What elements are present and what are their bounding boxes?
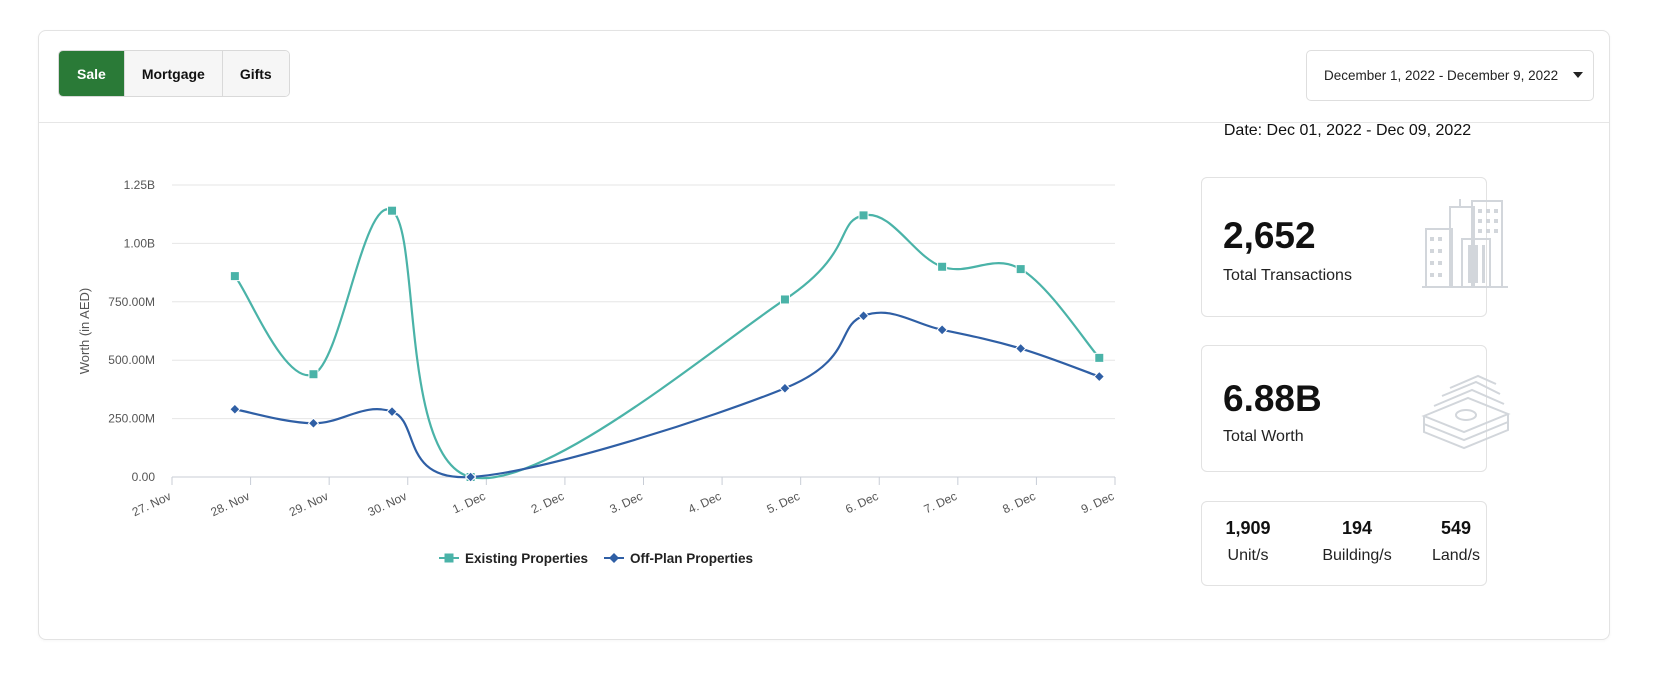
y-tick-label: 750.00M — [108, 295, 155, 309]
buildings-label: Building/s — [1322, 547, 1392, 564]
date-range-picker[interactable]: December 1, 2022 - December 9, 2022 — [1306, 50, 1594, 101]
worth-line-chart: 0.00 250.00M 500.00M 750.00M 1.00B 1.25B 27. N… — [77, 178, 1116, 566]
total-worth-value: 6.88B — [1223, 378, 1322, 419]
data-point-offplan — [229, 403, 241, 415]
card-header: Sale Mortgage Gifts December 1, 2022 - D… — [39, 31, 1609, 123]
x-tick-label: 5. Dec — [765, 489, 802, 516]
buildings-stat: 194 Building/s — [1312, 518, 1402, 565]
data-point-offplan — [1093, 370, 1105, 383]
legend-label[interactable]: Existing Properties — [465, 551, 588, 566]
worth-card: 6.88B Total Worth — [1201, 345, 1511, 472]
transactions-card: 2,652 Total Transactions — [1201, 177, 1508, 317]
data-point-offplan — [464, 471, 477, 483]
data-point-existing — [1015, 264, 1026, 275]
x-tick-label: 7. Dec — [922, 489, 959, 516]
tab-mortgage[interactable]: Mortgage — [124, 51, 223, 96]
date-range-label: December 1, 2022 - December 9, 2022 — [1324, 68, 1559, 83]
series-line-offplan — [234, 311, 1100, 479]
x-tick-label: 4. Dec — [686, 489, 723, 516]
data-point-existing — [937, 261, 948, 272]
data-point-existing — [308, 369, 319, 380]
data-point-existing — [1094, 352, 1105, 363]
breakdown-card: 1,909 Unit/s 194 Building/s 549 Land/s — [1201, 501, 1487, 586]
data-point-offplan — [857, 310, 870, 322]
data-point-existing — [387, 205, 398, 216]
units-value: 1,909 — [1225, 518, 1271, 538]
legend-label[interactable]: Off-Plan Properties — [630, 551, 753, 566]
money-stack-icon — [1421, 374, 1511, 450]
y-axis-title: Worth (in AED) — [77, 288, 92, 374]
tab-sale[interactable]: Sale — [59, 51, 125, 96]
total-worth-label: Total Worth — [1223, 428, 1304, 445]
units-label: Unit/s — [1227, 547, 1269, 564]
summary-date-label: Date: Dec 01, 2022 - Dec 09, 2022 — [1223, 122, 1472, 139]
x-tick-label: 2. Dec — [529, 489, 566, 516]
sales-card: Sale Mortgage Gifts December 1, 2022 - D… — [38, 30, 1610, 640]
legend-marker-square — [444, 553, 454, 563]
buildings-icon — [1422, 199, 1508, 288]
tab-gifts[interactable]: Gifts — [222, 51, 289, 96]
x-tick-label: 6. Dec — [843, 489, 880, 516]
data-point-existing — [779, 294, 790, 305]
caret-down-icon — [1573, 72, 1583, 78]
data-point-offplan — [936, 324, 948, 336]
x-tick-label: 29. Nov — [287, 489, 330, 519]
y-tick-label: 1.25B — [124, 178, 155, 192]
x-tick-label: 3. Dec — [607, 489, 644, 516]
x-tick-label: 27. Nov — [130, 489, 173, 519]
x-tick-label: 8. Dec — [1000, 489, 1037, 516]
x-tick-label: 9. Dec — [1079, 489, 1116, 516]
y-tick-label: 0.00 — [132, 470, 156, 484]
data-point-offplan — [779, 382, 791, 394]
legend-marker-diamond — [609, 553, 619, 563]
lands-label: Land/s — [1431, 547, 1481, 564]
units-stat: 1,909 Unit/s — [1216, 518, 1280, 565]
total-transactions-value: 2,652 — [1223, 215, 1316, 256]
data-point-offplan — [1014, 342, 1027, 355]
data-point-existing — [858, 210, 869, 221]
transaction-type-tabs: Sale Mortgage Gifts — [58, 50, 290, 97]
lands-stat: 549 Land/s — [1424, 518, 1488, 565]
y-tick-label: 1.00B — [124, 236, 155, 250]
y-tick-label: 250.00M — [108, 412, 155, 426]
total-transactions-label: Total Transactions — [1223, 267, 1352, 284]
y-tick-label: 500.00M — [108, 353, 155, 367]
lands-value: 549 — [1440, 518, 1472, 538]
buildings-value: 194 — [1341, 518, 1373, 538]
data-point-offplan — [386, 405, 398, 418]
data-point-offplan — [307, 417, 320, 429]
data-point-existing — [229, 271, 240, 282]
series-line-existing — [234, 208, 1101, 480]
x-tick-label: 28. Nov — [208, 489, 251, 519]
x-tick-label: 1. Dec — [450, 489, 487, 516]
x-tick-label: 30. Nov — [366, 489, 409, 519]
